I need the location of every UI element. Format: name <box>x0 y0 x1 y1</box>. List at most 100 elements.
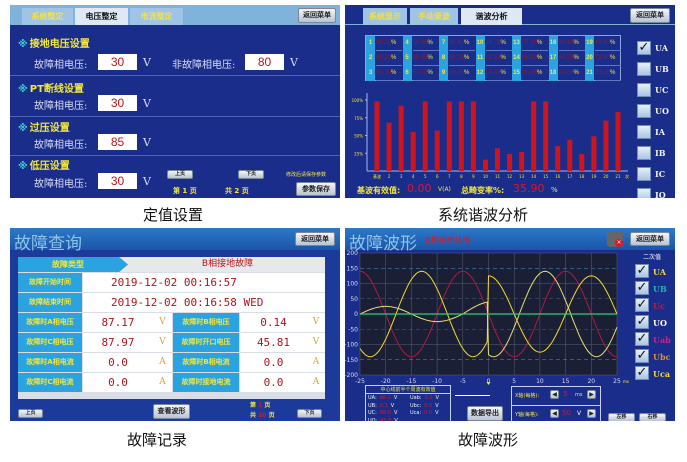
y-tick-label: 100 <box>347 281 359 288</box>
return-menu-button[interactable]: 返回菜单 <box>630 8 670 23</box>
checkbox-ub[interactable]: ✓ <box>635 280 649 295</box>
bar <box>495 148 500 171</box>
x-tick-label: 10 <box>536 378 544 385</box>
channel-label: UB <box>653 284 667 294</box>
rms-table: 中心线前半个周波有效值 UA: 88.2 V Uab: 0.0 V UB: 0.1 V Ubc: 0… <box>365 385 451 421</box>
x-scale-increase-button[interactable]: ▶ <box>587 390 596 399</box>
harmonic-value: 32.15% <box>485 51 512 66</box>
checkbox-uc[interactable]: ✓ <box>635 297 649 312</box>
x-scale-decrease-button[interactable]: ◀ <box>550 390 559 399</box>
harmonic-value: 24.35% <box>485 66 512 81</box>
next-page-button[interactable]: 下页 <box>297 409 322 418</box>
checkbox-uo[interactable] <box>637 104 651 118</box>
harmonic-value: 68.20% <box>376 51 402 66</box>
tab-current-setting[interactable]: 电流整定 <box>130 8 183 25</box>
x-tick-label: 13 <box>519 174 525 179</box>
harmonic-value: 98.35% <box>376 36 402 51</box>
x-axis-value: 5 <box>563 390 568 398</box>
fault-record-panel: 故障查询 返回菜单 故障类型 B相接地故障 故障开始时间 2019-12-02 … <box>10 228 340 421</box>
fault-type-subtitle: B相接地故障 <box>425 236 471 245</box>
y-scale-decrease-button[interactable]: ◀ <box>550 409 559 418</box>
divider <box>512 405 600 406</box>
checkbox-uca[interactable]: ✓ <box>635 365 649 380</box>
x-tick-label: 6 <box>436 174 439 179</box>
return-menu-button[interactable]: 返回菜单 <box>630 232 670 246</box>
x-tick-label: 10 <box>483 174 489 179</box>
x-tick-label: -20 <box>381 378 391 385</box>
harmonic-value: 49.33% <box>595 36 621 51</box>
harmonic-value: 16.72% <box>485 36 512 51</box>
next-page-button[interactable]: 下页 <box>238 170 264 179</box>
caption-waveform: 故障波形 <box>458 431 519 449</box>
channel-label: UO <box>653 318 667 328</box>
x-tick-label: 15 <box>543 174 549 179</box>
measure-unit: V <box>307 333 325 352</box>
view-waveform-button[interactable]: 查看波形 <box>153 404 190 419</box>
tab-manual-record[interactable]: 手动录波 <box>410 8 458 25</box>
checkbox-label: IC <box>655 169 666 179</box>
harmonic-order: 6 <box>402 66 412 81</box>
checkbox-io[interactable] <box>637 188 651 198</box>
checkbox-ubc[interactable]: ✓ <box>635 348 649 363</box>
y-scale-increase-button[interactable]: ▶ <box>587 409 596 418</box>
prev-page-button[interactable]: 上页 <box>18 409 43 418</box>
x-tick-label: 12 <box>507 174 513 179</box>
x-tick-label: -15 <box>406 378 416 385</box>
return-menu-button[interactable]: 返回菜单 <box>295 232 335 246</box>
bar <box>555 146 561 171</box>
tab-system-display[interactable]: 系统显示 <box>363 8 407 25</box>
bar <box>519 151 525 171</box>
move-left-button[interactable]: 左移 <box>608 413 635 421</box>
overvoltage-input[interactable]: 85 <box>98 134 137 150</box>
section-title: ※ 低压设置 <box>18 161 70 172</box>
non-fault-voltage-input[interactable]: 80 <box>245 54 284 70</box>
checkbox-uab[interactable]: ✓ <box>635 331 649 346</box>
checkbox-label: IA <box>655 127 665 137</box>
page-title: 故障波形 <box>349 234 417 254</box>
x-axis-unit: ms <box>575 392 583 398</box>
x-unit: ms <box>623 379 629 384</box>
checkbox-label: UB <box>655 64 669 74</box>
x-tick-label: 8 <box>460 174 463 179</box>
delete-record-icon[interactable]: × <box>607 231 623 247</box>
save-params-button[interactable]: 参数保存 <box>296 182 336 196</box>
tab-system-setting[interactable]: 系统整定 <box>22 8 73 25</box>
checkbox-ua[interactable]: ✓ <box>635 263 649 278</box>
return-menu-button[interactable]: 返回菜单 <box>298 8 336 23</box>
checkbox-ic[interactable] <box>637 167 651 181</box>
undervoltage-input[interactable]: 30 <box>98 173 137 189</box>
measure-value: 0.0 <box>240 353 307 372</box>
harmonic-value: 71.40% <box>595 51 621 66</box>
move-right-button[interactable]: 右移 <box>639 413 666 421</box>
y-tick-label: 75% <box>354 116 363 121</box>
prev-page-button[interactable]: 上页 <box>167 170 193 179</box>
divider <box>10 155 340 156</box>
checkbox-ia[interactable] <box>637 125 651 139</box>
pt-break-voltage-input[interactable]: 30 <box>98 95 137 111</box>
harmonic-bar-chart: 25% 50% 75% 100% 基波 2 3 4 5 6 7 8 9 10 11 12 13 14 15 16 17 1… <box>352 93 629 179</box>
field-label: 故障相电压: <box>34 60 88 71</box>
fundamental-value: 0.00 <box>407 182 432 195</box>
tab-harmonic-analysis[interactable]: 谐波分析 <box>461 8 522 25</box>
tab-voltage-setting[interactable]: 电压整定 <box>75 8 128 25</box>
y-tick-label: -50 <box>348 326 358 333</box>
x-tick-label: -25 <box>355 378 365 385</box>
checkbox-ua[interactable]: ✓ <box>637 40 651 55</box>
section-title: ※ 过压设置 <box>18 123 70 134</box>
x-tick-label: 11 <box>495 174 501 179</box>
unit-label: V <box>143 136 151 149</box>
checkbox-ub[interactable] <box>637 62 651 76</box>
start-time-label: 故障开始时间 <box>18 273 82 292</box>
checkbox-ib[interactable] <box>637 146 651 160</box>
harmonic-value: 98.30% <box>449 66 475 81</box>
checkbox-uo[interactable]: ✓ <box>635 314 649 329</box>
rms-title: 中心线前半个周波有效值 <box>366 386 450 394</box>
bar <box>422 101 428 171</box>
export-data-button[interactable]: 数据导出 <box>467 406 503 421</box>
center-line-pointer <box>455 395 490 396</box>
checkbox-uc[interactable] <box>637 83 651 97</box>
checkbox-label: IO <box>655 190 666 198</box>
channel-label: Uca <box>653 369 671 379</box>
ground-fault-voltage-input[interactable]: 30 <box>98 54 137 70</box>
bar <box>615 112 621 171</box>
